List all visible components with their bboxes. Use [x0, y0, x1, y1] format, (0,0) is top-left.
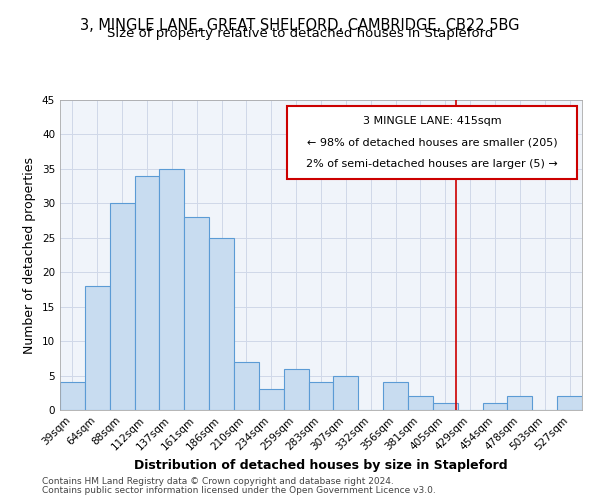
Bar — [259, 390, 284, 410]
Bar — [308, 382, 334, 410]
Text: Contains public sector information licensed under the Open Government Licence v3: Contains public sector information licen… — [42, 486, 436, 495]
Text: Contains HM Land Registry data © Crown copyright and database right 2024.: Contains HM Land Registry data © Crown c… — [42, 477, 394, 486]
Bar — [110, 204, 134, 410]
Bar — [557, 396, 582, 410]
FancyBboxPatch shape — [287, 106, 577, 179]
Bar — [383, 382, 408, 410]
Text: 3 MINGLE LANE: 415sqm: 3 MINGLE LANE: 415sqm — [362, 116, 501, 126]
Bar — [284, 368, 308, 410]
Bar — [234, 362, 259, 410]
X-axis label: Distribution of detached houses by size in Stapleford: Distribution of detached houses by size … — [134, 458, 508, 471]
Bar — [334, 376, 358, 410]
Bar — [160, 169, 184, 410]
Text: 3, MINGLE LANE, GREAT SHELFORD, CAMBRIDGE, CB22 5BG: 3, MINGLE LANE, GREAT SHELFORD, CAMBRIDG… — [80, 18, 520, 32]
Text: Size of property relative to detached houses in Stapleford: Size of property relative to detached ho… — [107, 28, 493, 40]
Bar — [482, 403, 508, 410]
Bar — [134, 176, 160, 410]
Bar — [184, 217, 209, 410]
Bar — [408, 396, 433, 410]
Bar — [209, 238, 234, 410]
Bar — [60, 382, 85, 410]
Bar — [508, 396, 532, 410]
Y-axis label: Number of detached properties: Number of detached properties — [23, 156, 37, 354]
Bar — [85, 286, 110, 410]
Bar — [433, 403, 458, 410]
Text: 2% of semi-detached houses are larger (5) →: 2% of semi-detached houses are larger (5… — [306, 160, 558, 170]
Text: ← 98% of detached houses are smaller (205): ← 98% of detached houses are smaller (20… — [307, 138, 557, 147]
